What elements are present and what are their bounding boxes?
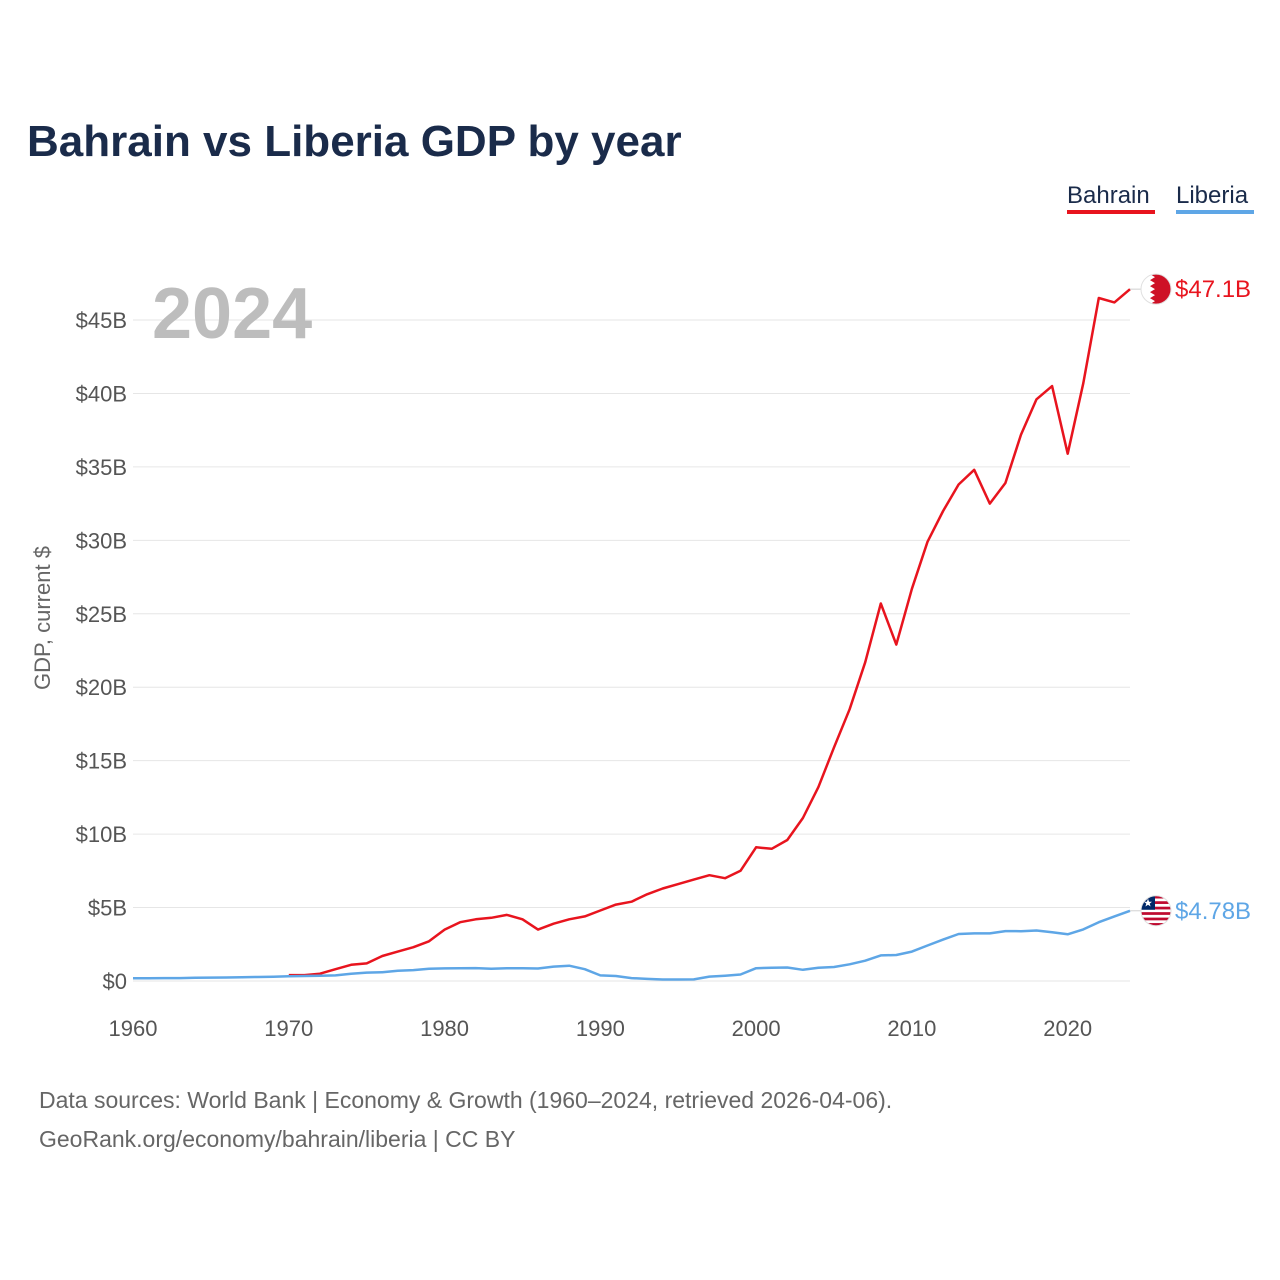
x-tick-label-3: 1990 <box>576 1016 625 1041</box>
y-tick-label-0: $0 <box>103 969 127 994</box>
x-tick-label-2: 1980 <box>420 1016 469 1041</box>
flag-stripe-8 <box>1141 917 1171 921</box>
series-line-liberia <box>133 909 1131 981</box>
y-tick-label-5: $25B <box>76 602 127 627</box>
flag-stripe-5 <box>1141 909 1171 913</box>
y-tick-label-1: $5B <box>88 896 127 921</box>
y-tick-label-6: $30B <box>76 528 127 553</box>
flag-stripe-4 <box>1141 906 1171 910</box>
x-tick-label-0: 1960 <box>109 1016 158 1041</box>
legend: Bahrain Liberia <box>1067 182 1254 214</box>
y-tick-label-8: $40B <box>76 381 127 406</box>
y-tick-label-7: $35B <box>76 455 127 480</box>
flag-stripe-7 <box>1141 914 1171 918</box>
y-tick-label-2: $10B <box>76 822 127 847</box>
legend-label-bahrain: Bahrain <box>1067 182 1150 209</box>
flag-white-band <box>1141 274 1155 305</box>
legend-swatch-liberia <box>1176 210 1254 214</box>
x-axis-ticks: 1960 1970 1980 1990 2000 2010 2020 <box>109 1016 1093 1041</box>
flag-outline-liberia <box>1140 895 1172 927</box>
flag-outline-bahrain <box>1140 273 1172 305</box>
flag-body-liberia <box>1141 895 1171 926</box>
flag-stripe-1 <box>1141 898 1171 902</box>
gridlines <box>133 319 1130 982</box>
source-line-1: Data sources: World Bank | Economy & Gro… <box>39 1087 892 1113</box>
flag-stripe-9 <box>1141 920 1171 924</box>
y-tick-label-3: $15B <box>76 749 127 774</box>
bahrain-flag-icon <box>1140 273 1172 305</box>
year-marker: 2024 <box>152 274 312 354</box>
series-end-markers: $47.1B $4.78B <box>1130 273 1251 927</box>
legend-label-liberia: Liberia <box>1176 182 1249 209</box>
series-line-bahrain <box>288 288 1131 977</box>
x-tick-label-4: 2000 <box>732 1016 781 1041</box>
chart-title: Bahrain vs Liberia GDP by year <box>27 117 682 166</box>
series-lines <box>133 288 1131 981</box>
flag-stripe-10 <box>1141 923 1171 926</box>
x-tick-label-1: 1970 <box>264 1016 313 1041</box>
flag-stripe-2 <box>1141 901 1171 905</box>
y-tick-label-9: $45B <box>76 308 127 333</box>
flag-star <box>1144 898 1152 907</box>
x-tick-label-6: 2020 <box>1043 1016 1092 1041</box>
liberia-flag-icon <box>1140 895 1172 927</box>
flag-stripe-0 <box>1141 895 1171 899</box>
y-axis-title: GDP, current $ <box>30 546 55 690</box>
end-label-bahrain: $47.1B <box>1175 276 1251 303</box>
flag-body-bahrain <box>1141 274 1171 305</box>
flag-stripe-6 <box>1141 912 1171 916</box>
flag-stripe-3 <box>1141 903 1171 907</box>
legend-swatch-bahrain <box>1067 210 1155 214</box>
y-tick-label-4: $20B <box>76 675 127 700</box>
y-axis-ticks: $0 $5B $10B $15B $20B $25B $30B $35B $40B $45B <box>76 308 127 994</box>
end-label-liberia: $4.78B <box>1175 898 1251 925</box>
source-line-2: GeoRank.org/economy/bahrain/liberia | CC… <box>39 1126 515 1152</box>
x-tick-label-5: 2010 <box>887 1016 936 1041</box>
